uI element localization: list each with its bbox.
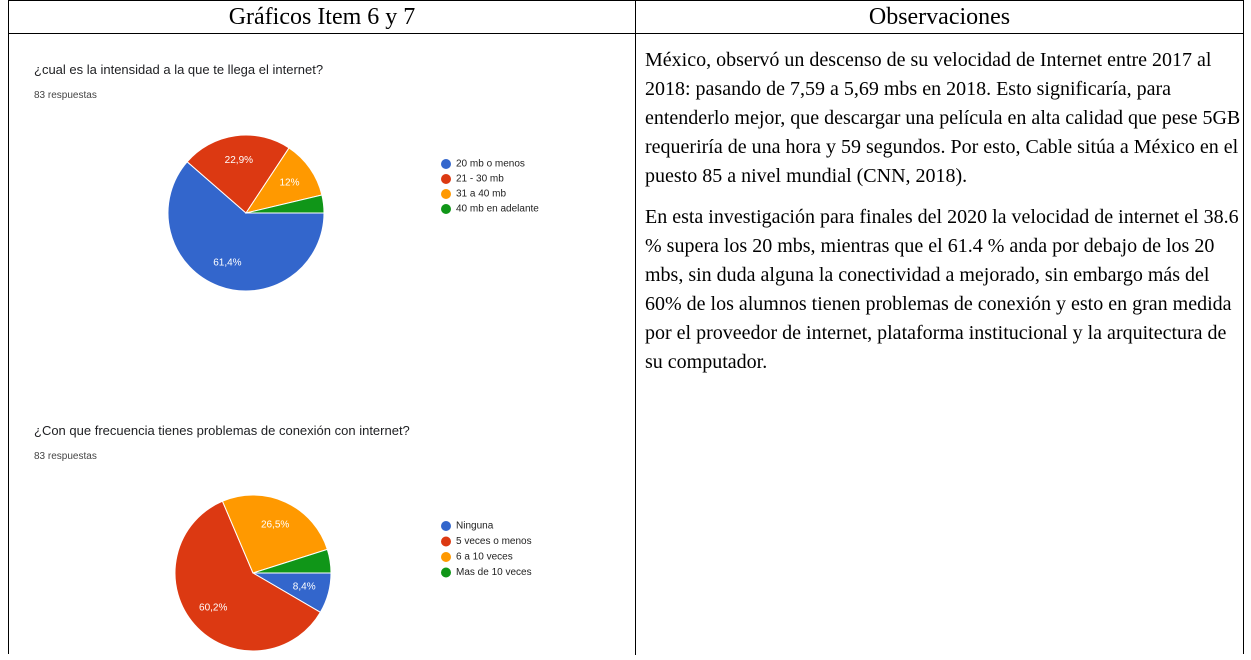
- legend-swatch: [441, 521, 451, 531]
- header-cell: Gráficos Item 6 y 7: [9, 1, 636, 34]
- pie-slice: [252, 548, 332, 574]
- slice-label: 8,4%: [293, 581, 316, 592]
- chart-title: ¿Con que frecuencia tienes problemas de …: [34, 423, 410, 438]
- legend-swatch: [441, 204, 451, 214]
- pie-slice: [221, 494, 328, 574]
- slice-label: 22,9%: [225, 155, 253, 166]
- paragraph: México, observó un descenso de su veloci…: [645, 49, 1241, 187]
- chart-subtitle: 83 respuestas: [34, 90, 97, 101]
- legend-label: 31 a 40 mb: [456, 189, 506, 200]
- legend-swatch: [441, 159, 451, 169]
- pie-slice: [167, 161, 325, 292]
- pie-slice: [186, 134, 290, 214]
- chart-title: ¿cual es la intensidad a la que te llega…: [34, 62, 323, 77]
- header-cell: Observaciones: [636, 1, 1243, 34]
- slice-label: 60,2%: [199, 603, 227, 614]
- legend-label: Mas de 10 veces: [456, 567, 532, 578]
- legend-swatch: [441, 174, 451, 184]
- legend-label: 5 veces o menos: [456, 536, 532, 547]
- legend-label: Ninguna: [456, 521, 494, 532]
- slice-label: 12%: [279, 177, 299, 188]
- chart-subtitle: 83 respuestas: [34, 451, 97, 462]
- legend-label: 21 - 30 mb: [456, 174, 504, 185]
- slice-label: 26,5%: [261, 519, 289, 530]
- legend-swatch: [441, 189, 451, 199]
- charts: ¿cual es la intensidad a la que te llega…: [34, 62, 539, 652]
- table: Gráficos Item 6 y 7 Observaciones ¿cual …: [8, 0, 1244, 655]
- legend-swatch: [441, 536, 451, 547]
- slice-label: 61,4%: [213, 257, 241, 268]
- legend-label: 6 a 10 veces: [456, 552, 513, 563]
- paragraph: En esta investigación para finales del 2…: [645, 206, 1239, 373]
- pie-slice: [245, 194, 325, 214]
- legend-swatch: [441, 552, 451, 562]
- legend-label: 20 mb o menos: [456, 159, 525, 170]
- observations-cell: México, observó un descenso de su veloci…: [645, 46, 1243, 389]
- pie-slice: [174, 500, 322, 652]
- legend-swatch: [441, 567, 451, 578]
- legend-label: 40 mb en adelante: [456, 204, 539, 215]
- chart-cell: ¿cual es la intensidad a la que te llega…: [9, 34, 636, 655]
